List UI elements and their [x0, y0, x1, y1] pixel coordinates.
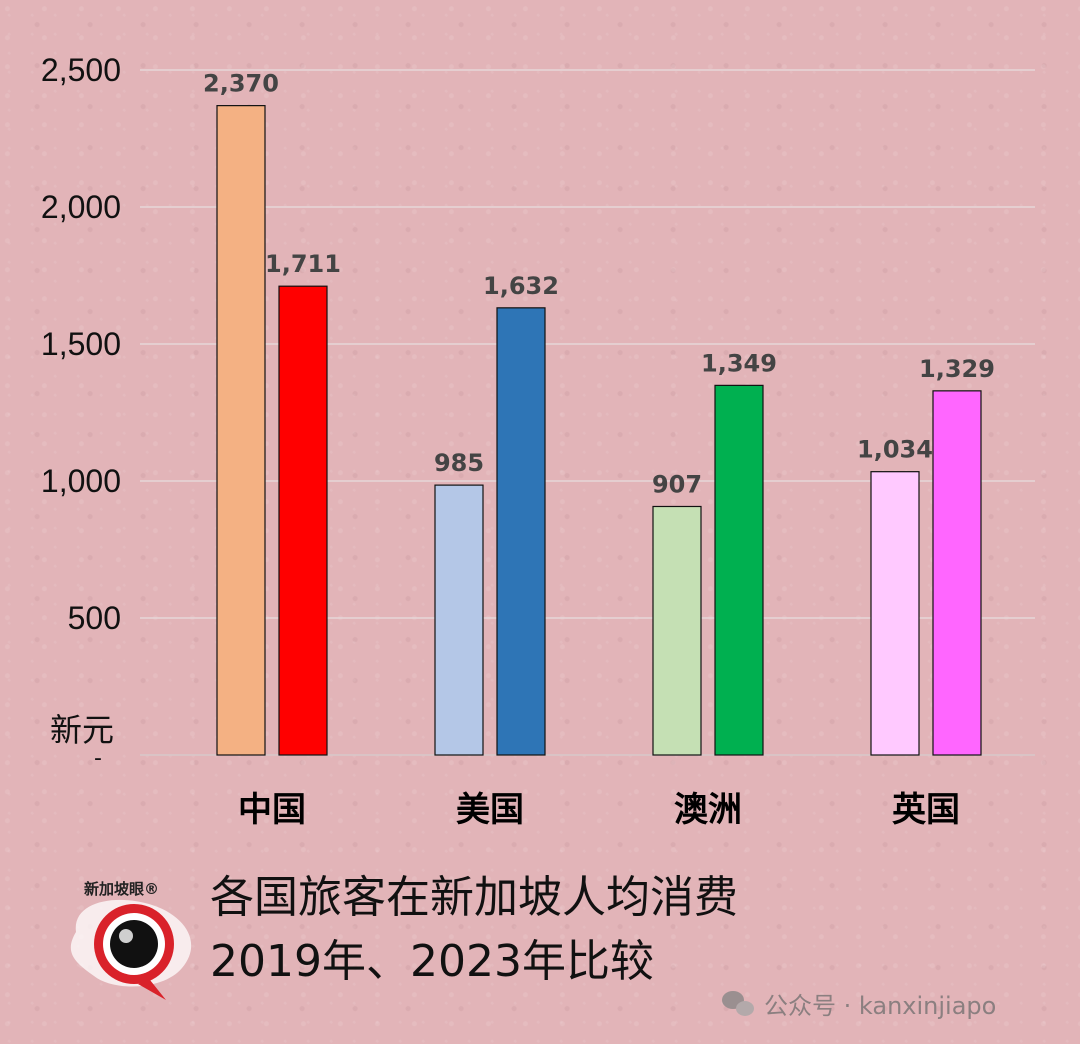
bar: [652, 505, 702, 756]
category-label: 中国: [238, 790, 306, 830]
value-labels: 2,370 1,711 985 1,632 907 1,349 1,034 1,329: [203, 70, 995, 499]
category-labels: 中国 美国 澳洲 英国: [238, 790, 960, 830]
bar-chart: 500 1,000 1,500 2,000 2,500 2,370 1,711 985 1,6…: [41, 52, 1035, 830]
bar: [434, 484, 484, 756]
bar: [714, 384, 764, 756]
data-label: 1,329: [919, 355, 995, 383]
logo-text: 新加坡眼®: [84, 880, 160, 898]
y-axis-ticks: 500 1,000 1,500 2,000 2,500: [41, 52, 121, 636]
chart-subtitle: 2019年、2023年比较: [210, 936, 654, 987]
category-label: 美国: [456, 790, 524, 830]
chart-title-block: 各国旅客在新加坡人均消费 2019年、2023年比较: [210, 866, 738, 994]
bar: [278, 285, 328, 756]
wechat-icon: [722, 990, 756, 1017]
bars: [216, 105, 982, 756]
watermark: 公众号 · kanxinjiapo: [722, 986, 996, 1021]
bar: [496, 307, 546, 756]
data-label: 1,034: [857, 436, 933, 464]
data-label: 1,632: [483, 272, 559, 300]
y-axis-unit-label: 新元: [50, 711, 114, 749]
bar: [870, 471, 920, 756]
data-label: 2,370: [203, 70, 279, 98]
y-axis-zero-label: -: [94, 746, 102, 771]
data-label: 1,349: [701, 349, 777, 377]
watermark-text: 公众号 · kanxinjiapo: [764, 992, 997, 1020]
data-label: 1,711: [265, 250, 341, 278]
y-tick-label: 1,000: [41, 463, 121, 499]
data-label: 985: [434, 449, 484, 477]
category-label: 英国: [892, 790, 960, 830]
chart-title: 各国旅客在新加坡人均消费: [210, 872, 738, 923]
y-tick-label: 2,000: [41, 189, 121, 225]
y-tick-label: 1,500: [41, 326, 121, 362]
y-tick-label: 2,500: [41, 52, 121, 88]
category-label: 澳洲: [674, 790, 742, 830]
bar: [216, 105, 266, 756]
data-label: 907: [652, 470, 702, 498]
eye-logo-icon: [70, 899, 192, 1000]
bar: [932, 390, 982, 756]
y-tick-label: 500: [68, 600, 121, 636]
